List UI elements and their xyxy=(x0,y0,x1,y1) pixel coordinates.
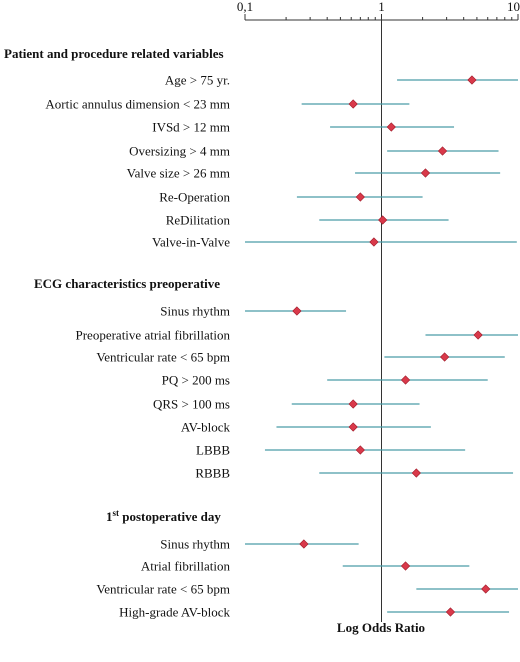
row-label: LBBB xyxy=(196,443,230,458)
group-title: Patient and procedure related variables xyxy=(4,46,224,61)
forest-row: Sinus rhythm xyxy=(160,537,359,552)
forest-row: Re-Operation xyxy=(159,190,423,205)
forest-row: IVSd > 12 mm xyxy=(152,120,455,135)
row-label: QRS > 100 ms xyxy=(153,397,230,412)
odds-ratio-marker xyxy=(369,237,379,247)
forest-row: QRS > 100 ms xyxy=(153,397,420,412)
odds-ratio-marker xyxy=(481,584,491,594)
x-axis-label: Log Odds Ratio xyxy=(337,620,425,635)
row-label: Ventricular rate < 65 bpm xyxy=(96,582,230,597)
tick-label: 10 xyxy=(507,0,520,14)
row-label: Aortic annulus dimension < 23 mm xyxy=(45,97,230,112)
odds-ratio-marker xyxy=(400,561,411,571)
odds-ratio-marker xyxy=(411,468,421,478)
odds-ratio-marker xyxy=(292,306,302,316)
odds-ratio-marker xyxy=(386,122,396,132)
forest-row: ReDilitation xyxy=(166,213,449,228)
odds-ratio-marker xyxy=(467,75,477,85)
row-label: AV-block xyxy=(181,420,231,435)
tick-label: 1 xyxy=(378,0,385,14)
forest-row: Preoperative atrial fibrillation xyxy=(76,328,518,343)
tick-label: 0,1 xyxy=(237,0,253,14)
odds-ratio-marker xyxy=(299,539,309,549)
row-label: Atrial fibrillation xyxy=(141,559,231,574)
x-axis: 0,1 1 10 xyxy=(237,0,520,622)
forest-row: Valve-in-Valve xyxy=(152,235,517,250)
odds-ratio-marker xyxy=(348,399,358,409)
odds-ratio-marker xyxy=(437,146,448,156)
row-label: Sinus rhythm xyxy=(160,304,230,319)
row-label: PQ > 200 ms xyxy=(162,373,230,388)
odds-ratio-marker xyxy=(355,192,365,202)
plot-rows: Patient and procedure related variables A… xyxy=(4,46,518,620)
group: Patient and procedure related variables A… xyxy=(4,46,518,250)
row-label: Preoperative atrial fibrillation xyxy=(76,328,231,343)
odds-ratio-marker xyxy=(420,168,431,178)
forest-row: Ventricular rate < 65 bpm xyxy=(96,350,505,365)
odds-ratio-marker xyxy=(473,330,483,340)
row-label: Oversizing > 4 mm xyxy=(129,144,230,159)
group-title: ECG characteristics preoperative xyxy=(34,276,220,291)
odds-ratio-marker xyxy=(445,607,456,617)
forest-row: Age > 75 yr. xyxy=(165,73,518,88)
odds-ratio-marker xyxy=(439,352,450,362)
row-label: Re-Operation xyxy=(159,190,230,205)
row-label: Ventricular rate < 65 bpm xyxy=(96,350,230,365)
forest-row: Valve size > 26 mm xyxy=(127,166,501,181)
odds-ratio-marker xyxy=(355,445,365,455)
forest-row: Oversizing > 4 mm xyxy=(129,144,499,159)
row-label: Valve-in-Valve xyxy=(152,235,230,250)
row-label: Age > 75 yr. xyxy=(165,73,230,88)
forest-row: Atrial fibrillation xyxy=(141,559,470,574)
odds-ratio-marker xyxy=(348,422,358,432)
odds-ratio-marker xyxy=(400,375,411,385)
forest-row: Sinus rhythm xyxy=(160,304,347,319)
forest-row: RBBB xyxy=(195,466,514,481)
forest-row: PQ > 200 ms xyxy=(162,373,488,388)
odds-ratio-marker xyxy=(378,215,388,225)
forest-row: Ventricular rate < 65 bpm xyxy=(96,582,518,597)
forest-row: LBBB xyxy=(196,443,466,458)
forest-row: AV-block xyxy=(181,420,431,435)
row-label: High-grade AV-block xyxy=(119,605,230,620)
row-label: IVSd > 12 mm xyxy=(152,120,230,135)
row-label: RBBB xyxy=(195,466,230,481)
group: ECG characteristics preoperative Sinus rh… xyxy=(34,276,518,481)
row-label: Sinus rhythm xyxy=(160,537,230,552)
row-label: Valve size > 26 mm xyxy=(127,166,230,181)
group: 1st postoperative day Sinus rhythm Atrial … xyxy=(96,508,518,620)
group-title: 1st postoperative day xyxy=(106,508,221,524)
row-label: ReDilitation xyxy=(166,213,231,228)
odds-ratio-marker xyxy=(348,99,358,109)
forest-row: High-grade AV-block xyxy=(119,605,510,620)
forest-row: Aortic annulus dimension < 23 mm xyxy=(45,97,410,112)
